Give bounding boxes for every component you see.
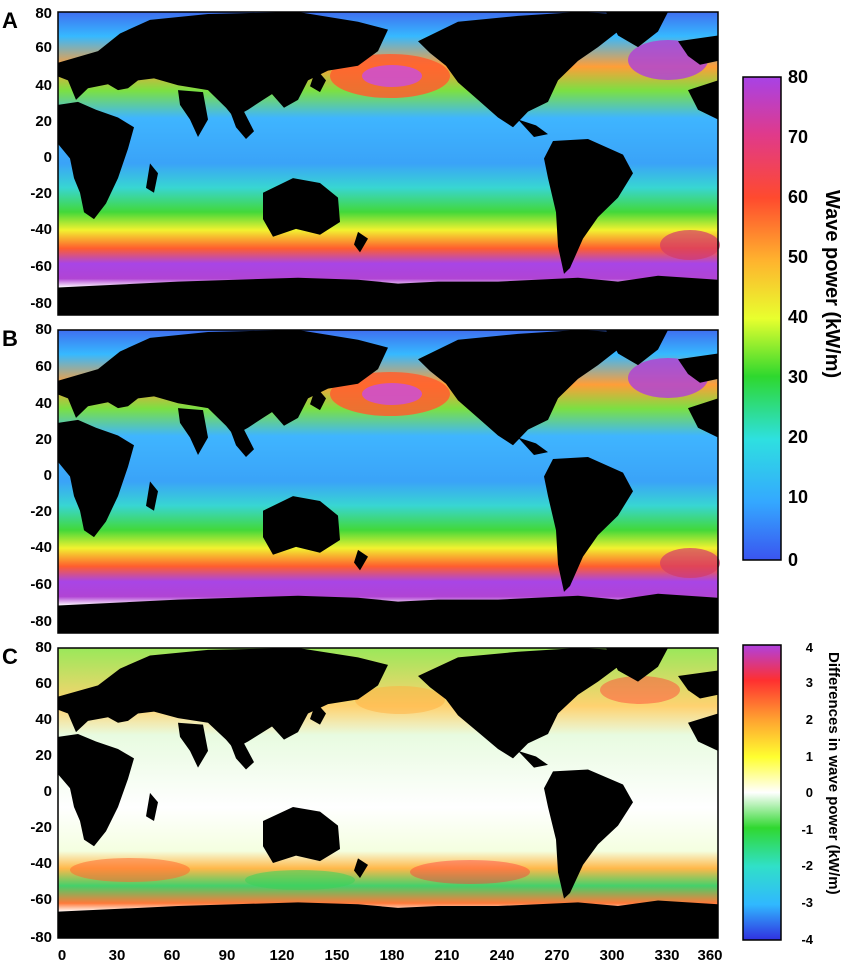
svg-text:20: 20 xyxy=(35,431,52,448)
svg-text:180: 180 xyxy=(379,947,404,964)
svg-text:60: 60 xyxy=(788,187,808,207)
svg-text:330: 330 xyxy=(654,947,679,964)
svg-text:-20: -20 xyxy=(30,185,52,202)
colorbar-diff-bar xyxy=(742,644,782,941)
svg-text:4: 4 xyxy=(806,640,814,655)
panel-label-b: B xyxy=(2,326,18,351)
svg-text:40: 40 xyxy=(35,711,52,728)
svg-text:80: 80 xyxy=(788,67,808,87)
svg-text:0: 0 xyxy=(44,783,52,800)
svg-text:-20: -20 xyxy=(30,503,52,520)
svg-text:40: 40 xyxy=(35,395,52,412)
svg-text:60: 60 xyxy=(35,39,52,56)
svg-text:50: 50 xyxy=(788,247,808,267)
y-axis-panel-c: 80 60 40 20 0 -20 -40 -60 -80 xyxy=(30,639,52,946)
svg-text:2: 2 xyxy=(806,712,813,727)
svg-text:-20: -20 xyxy=(30,819,52,836)
svg-text:-60: -60 xyxy=(30,576,52,593)
y-axis-panel-a: 80 60 40 20 0 -20 -40 -60 -80 xyxy=(30,5,52,312)
svg-text:-80: -80 xyxy=(30,295,52,312)
svg-text:0: 0 xyxy=(788,550,798,570)
svg-text:30: 30 xyxy=(788,367,808,387)
svg-text:20: 20 xyxy=(35,747,52,764)
panel-b xyxy=(57,329,720,634)
svg-text:0: 0 xyxy=(806,785,813,800)
svg-text:60: 60 xyxy=(35,675,52,692)
colorbar-differences: 4 3 2 1 0 -1 -2 -3 -4 Differences in wav… xyxy=(742,640,842,947)
panel-a xyxy=(57,11,720,316)
svg-text:80: 80 xyxy=(35,639,52,656)
svg-text:20: 20 xyxy=(35,113,52,130)
svg-text:60: 60 xyxy=(35,358,52,375)
svg-text:-80: -80 xyxy=(30,929,52,946)
svg-text:70: 70 xyxy=(788,127,808,147)
x-axis: 0 30 60 90 120 150 180 210 240 270 300 3… xyxy=(58,947,723,964)
svg-text:360: 360 xyxy=(697,947,722,964)
colorbar-main-bar xyxy=(742,76,782,561)
svg-text:-40: -40 xyxy=(30,221,52,238)
svg-text:270: 270 xyxy=(544,947,569,964)
svg-text:150: 150 xyxy=(324,947,349,964)
panel-c xyxy=(57,647,719,939)
colorbar-diff-title: Differences in wave power (kW/m) xyxy=(825,652,842,895)
colorbar-main-title: Wave power (kW/m) xyxy=(821,190,843,378)
svg-text:120: 120 xyxy=(269,947,294,964)
svg-text:-40: -40 xyxy=(30,539,52,556)
svg-text:40: 40 xyxy=(35,77,52,94)
svg-text:-1: -1 xyxy=(801,822,813,837)
svg-text:210: 210 xyxy=(434,947,459,964)
svg-text:-60: -60 xyxy=(30,891,52,908)
svg-text:0: 0 xyxy=(44,149,52,166)
y-axis-panel-b: 80 60 40 20 0 -20 -40 -60 -80 xyxy=(30,321,52,630)
svg-text:10: 10 xyxy=(788,487,808,507)
svg-text:60: 60 xyxy=(164,947,181,964)
svg-text:-4: -4 xyxy=(801,932,813,947)
svg-text:300: 300 xyxy=(599,947,624,964)
svg-text:-2: -2 xyxy=(801,858,813,873)
svg-text:40: 40 xyxy=(788,307,808,327)
svg-text:-40: -40 xyxy=(30,855,52,872)
colorbar-wave-power: 80 70 60 50 40 30 20 10 0 Wave power (kW… xyxy=(742,67,843,570)
svg-text:20: 20 xyxy=(788,427,808,447)
panel-label-c: C xyxy=(2,644,18,669)
svg-text:90: 90 xyxy=(219,947,236,964)
svg-text:-80: -80 xyxy=(30,613,52,630)
svg-text:0: 0 xyxy=(58,947,66,964)
svg-text:0: 0 xyxy=(44,467,52,484)
svg-text:-60: -60 xyxy=(30,258,52,275)
svg-text:30: 30 xyxy=(109,947,126,964)
svg-text:240: 240 xyxy=(489,947,514,964)
svg-text:80: 80 xyxy=(35,5,52,22)
svg-text:1: 1 xyxy=(806,749,813,764)
svg-text:80: 80 xyxy=(35,321,52,338)
svg-text:-3: -3 xyxy=(801,895,813,910)
panel-label-a: A xyxy=(2,8,18,33)
svg-text:3: 3 xyxy=(806,675,813,690)
